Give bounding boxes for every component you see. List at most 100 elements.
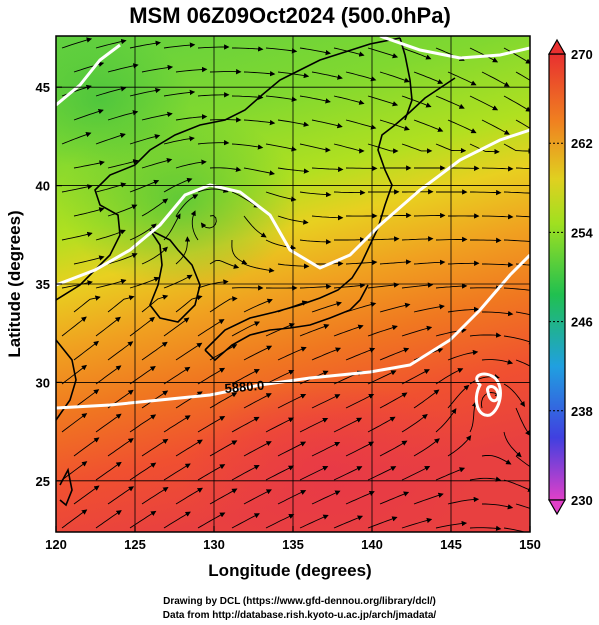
streamline-91 [299,191,332,198]
streamline-21 [311,71,343,80]
coastline-japan-south [204,284,369,362]
streamline-181 [503,335,530,345]
streamline-292 [469,525,502,532]
streamline-171 [163,317,190,337]
y-tick-label-25: 25 [36,474,50,489]
streamline-3 [163,42,196,49]
streamline-266 [73,485,100,505]
streamline-64 [333,143,365,154]
streamline-185 [175,342,203,361]
streamline-198 [129,365,156,385]
streamline-215 [243,393,272,409]
streamline-277 [447,496,480,505]
streamline-17 [175,66,208,73]
streamline-26 [481,71,510,87]
streamline-87 [163,177,193,193]
contour-north [56,43,121,107]
streamline-45 [175,114,208,121]
streamline-55 [515,119,530,129]
streamline-136 [413,259,446,266]
y-tick-label-30: 30 [36,375,50,390]
streamline-101 [175,194,199,217]
contour-5880 [56,253,530,410]
streamline-220 [413,389,440,409]
streamline-184 [141,341,168,361]
streamline-15 [107,63,139,73]
streamline-224 [61,413,88,433]
gridlines [56,36,530,532]
streamline-271 [243,489,272,505]
streamline-245 [311,441,341,457]
streamline-287 [299,514,329,529]
colorbar-tick-label-238: 238 [571,404,593,419]
chart-title: MSM 06Z09Oct2024 (500.0hPa) [129,3,451,28]
streamline-234 [401,413,428,433]
plot-area: 5880.0 [56,36,530,532]
x-axis: 120 125 130 135 140 145 150 [45,526,541,552]
streamline-67 [435,143,467,154]
streamline-119 [299,239,332,245]
coastline-china-south [56,339,77,421]
streamline-9 [367,47,399,59]
streamline-293 [503,527,530,532]
streamline-260 [333,466,363,481]
streamline-205 [367,370,397,385]
streamline-261 [367,466,397,481]
streamline-225 [95,413,122,433]
streamline-169 [95,316,121,337]
streamline-229 [231,416,260,433]
streamline-105 [311,215,344,221]
x-tick-label-140: 140 [361,537,383,552]
streamline-227 [163,415,191,433]
height-contours [56,36,530,417]
streamline-127 [107,253,138,265]
streamline-175 [299,324,330,337]
streamline-276 [413,492,444,505]
streamline-131 [243,263,275,273]
streamline-72 [141,157,173,169]
warm-region [180,380,480,532]
streamline-156 [141,294,169,313]
streamline-237 [503,431,522,458]
streamline-191 [379,347,410,361]
streamline-44 [141,111,173,121]
coastline-sakhalin [399,37,413,121]
streamline-25 [447,71,477,86]
y-tick-label-40: 40 [36,179,50,194]
streamline-56 [61,132,92,145]
credit-line-1: Drawing by DCL (https://www.gfd-dennou.o… [163,596,436,607]
streamline-273 [311,490,341,505]
streamline-259 [299,466,329,481]
coastline-korea [149,229,201,323]
colorbar-ticks: 230 238 246 254 262 270 [549,47,593,508]
streamline-124 [470,237,502,244]
streamline-38 [401,95,432,108]
streamline-107 [379,212,412,219]
streamline-43 [107,110,139,121]
streamline-180 [469,332,502,338]
streamline-222 [480,391,501,409]
streamline-239 [107,438,134,457]
streamline-232 [333,417,363,433]
streamline-22 [345,71,377,82]
streamline-258 [265,465,294,481]
colorbar-tick-label-254: 254 [571,225,593,240]
streamline-111 [515,215,530,218]
x-tick-label-120: 120 [45,537,67,552]
streamline-161 [311,301,342,313]
streamline-284 [197,512,226,529]
streamline-90 [265,191,297,202]
y-axis-label: Latitude (degrees) [5,210,24,357]
streamline-200 [197,367,226,385]
streamline-213 [175,391,203,409]
streamline-272 [277,490,307,505]
streamline-137 [447,260,480,266]
streamline-24 [413,71,444,85]
streamline-122 [401,236,434,242]
streamline-108 [413,212,446,219]
streamline-233 [367,416,396,433]
streamline-165 [447,306,480,313]
colorbar-body [548,53,566,501]
x-tick-label-145: 145 [440,537,462,552]
